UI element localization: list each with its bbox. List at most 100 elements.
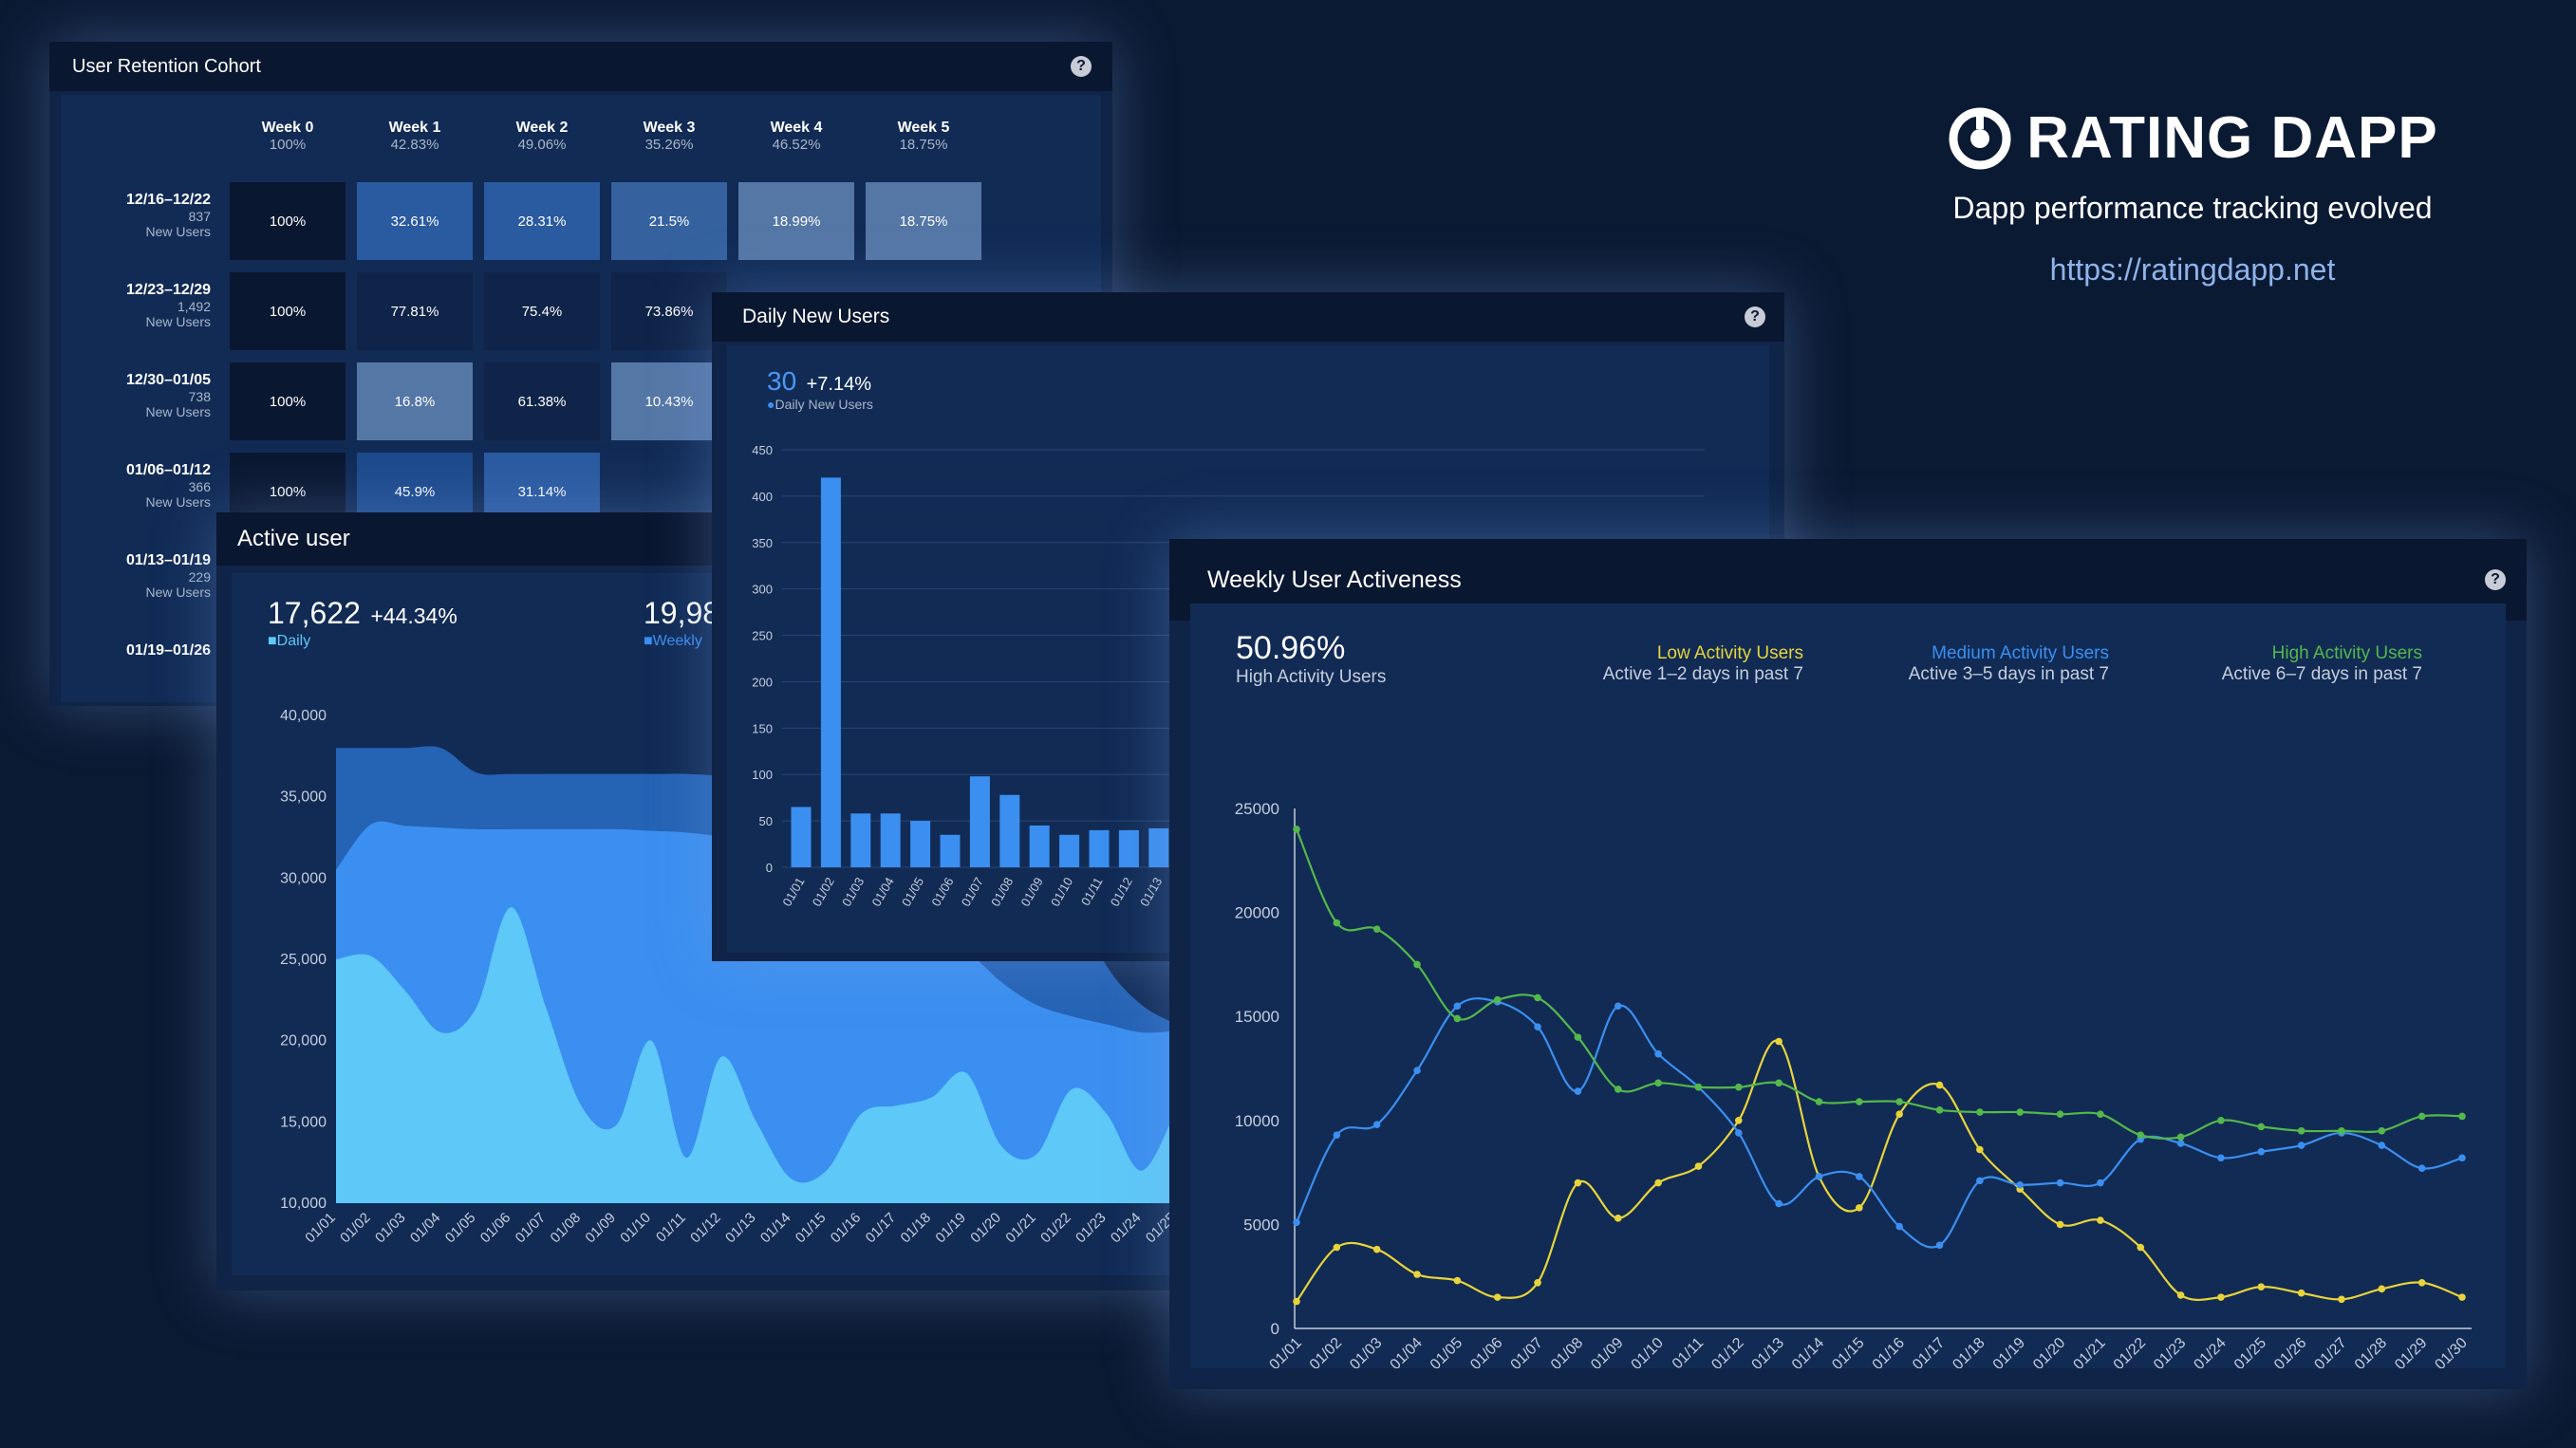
cohort-row-unit: New Users [145,404,211,419]
daily-legend[interactable]: ■Daily [268,633,311,649]
data-point [2458,1154,2466,1162]
x-axis-tick-label: 01/01 [1266,1335,1304,1368]
cohort-cell[interactable]: 100% [230,272,345,350]
cohort-cell[interactable]: 16.8% [357,362,473,440]
data-point [2257,1283,2266,1290]
x-axis-tick-label: 01/23 [1073,1210,1110,1247]
x-axis-tick-label: 01/03 [372,1210,409,1247]
bar [1118,829,1139,867]
cohort-cell[interactable]: 18.99% [738,182,854,260]
data-point [1372,1245,1381,1253]
x-axis-tick-label: 01/13 [1749,1335,1787,1368]
data-point [1654,1049,1662,1058]
data-point [1413,1271,1421,1278]
data-point [1935,1241,1944,1250]
data-point [2338,1126,2345,1135]
bar [850,813,871,867]
cohort-cell[interactable]: 32.61% [357,182,473,260]
cohort-column-header: Week 5 18.75% [871,120,976,153]
cohort-cell[interactable]: 77.81% [357,272,473,350]
x-axis-tick-label: 01/29 [2392,1335,2430,1368]
cohort-header-pct: 49.06% [517,137,567,153]
cohort-cell[interactable]: 100% [230,362,345,440]
line-series [1296,997,2463,1249]
y-axis-tick-label: 10,000 [280,1196,327,1212]
daily-new-legend[interactable]: ●Daily New Users [767,397,873,412]
legend-high[interactable]: High Activity Users Active 6–7 days in p… [2222,643,2422,685]
x-axis-tick-label: 01/06 [477,1210,514,1247]
legend-low[interactable]: Low Activity Users Active 1–2 days in pa… [1603,643,1803,685]
x-axis-tick-label: 01/07 [1508,1335,1546,1368]
weekly-activeness-chart: 0 5000 10000 15000 20000 25000 01/01 01/02 01/03… [1235,800,2472,1368]
y-axis-tick-label: 200 [752,675,773,689]
help-icon[interactable]: ? [1071,56,1092,77]
x-axis-tick-label: 01/08 [548,1210,585,1247]
x-axis-tick-label: 01/10 [1629,1335,1667,1368]
data-point [2016,1108,2025,1116]
data-point [2137,1243,2145,1252]
x-axis-tick-label: 01/21 [2070,1335,2108,1368]
data-point [1895,1110,1903,1119]
daily-value: 17,622 [268,596,361,630]
bar [880,813,901,867]
data-point [1654,1079,1662,1087]
help-icon[interactable]: ? [2485,569,2506,590]
x-axis-tick-label: 01/04 [869,875,897,909]
cohort-cell[interactable]: 61.38% [484,362,600,440]
weekly-legend[interactable]: ■Weekly [644,633,702,649]
data-point [1976,1145,1984,1154]
cohort-cell[interactable]: 21.5% [611,182,727,260]
x-axis-tick-label: 01/04 [407,1210,444,1247]
y-axis-tick-label: 10000 [1235,1112,1279,1130]
x-axis-tick-label: 01/06 [1467,1335,1505,1368]
cohort-cell[interactable]: 75.4% [484,272,600,350]
data-point [1856,1204,1863,1212]
x-axis-tick-label: 01/09 [1018,875,1046,909]
data-point [1493,995,1502,1004]
data-point [1694,1083,1703,1091]
x-axis-tick-label: 01/16 [1870,1335,1908,1368]
legend-high-desc: Active 6–7 days in past 7 [2221,664,2422,684]
data-point [2458,1293,2466,1301]
x-axis-tick-label: 01/18 [1950,1335,1988,1368]
cohort-row-range: 12/16–12/22 [126,192,211,208]
help-icon[interactable]: ? [1745,306,1765,327]
cohort-cell[interactable]: 100% [230,182,345,260]
legend-low-name: Low Activity Users [1656,643,1803,663]
x-axis-tick-label: 01/06 [928,875,956,909]
cohort-row-count: 1,492 [177,299,211,314]
brand-url[interactable]: https://ratingdapp.net [2049,252,2336,287]
cohort-row-label: 12/16–12/22 837 New Users [49,192,211,239]
data-point [1534,1278,1541,1287]
cohort-cell[interactable]: 18.75% [866,182,981,260]
legend-medium[interactable]: Medium Activity Users Active 3–5 days in… [1909,643,2109,685]
y-axis-tick-label: 30,000 [280,870,327,886]
data-point [1614,1002,1622,1011]
cohort-cell[interactable]: 10.43% [611,362,727,440]
cohort-cell[interactable]: 73.86% [611,272,727,350]
data-point [2217,1293,2225,1301]
x-axis-tick-label: 01/17 [863,1210,900,1247]
daily-new-change: +7.14% [806,374,871,395]
brand-logo: RATING DAPP [1879,104,2506,172]
weekly-legend-label: Weekly [652,633,702,649]
daily-title-bar: Daily New Users ? [712,292,1784,342]
cohort-cell[interactable]: 28.31% [484,182,600,260]
bar [1029,826,1050,867]
cohort-row-count: 229 [188,569,211,585]
x-axis-tick-label: 01/19 [932,1210,969,1247]
data-point [2097,1110,2104,1119]
data-point [1333,1131,1341,1139]
x-axis-tick-label: 01/30 [2432,1335,2470,1368]
bar [1059,834,1080,867]
data-point [2338,1295,2345,1304]
x-axis-tick-label: 01/01 [302,1210,339,1247]
bar [999,794,1020,867]
x-axis-tick-label: 01/07 [513,1210,550,1247]
data-point [1493,1293,1502,1301]
data-point [2297,1126,2305,1135]
x-axis-tick-label: 01/05 [442,1210,479,1247]
data-point [1935,1106,1944,1114]
cohort-column-header: Week 2 49.06% [490,120,594,153]
y-axis-tick-label: 20000 [1235,904,1279,922]
